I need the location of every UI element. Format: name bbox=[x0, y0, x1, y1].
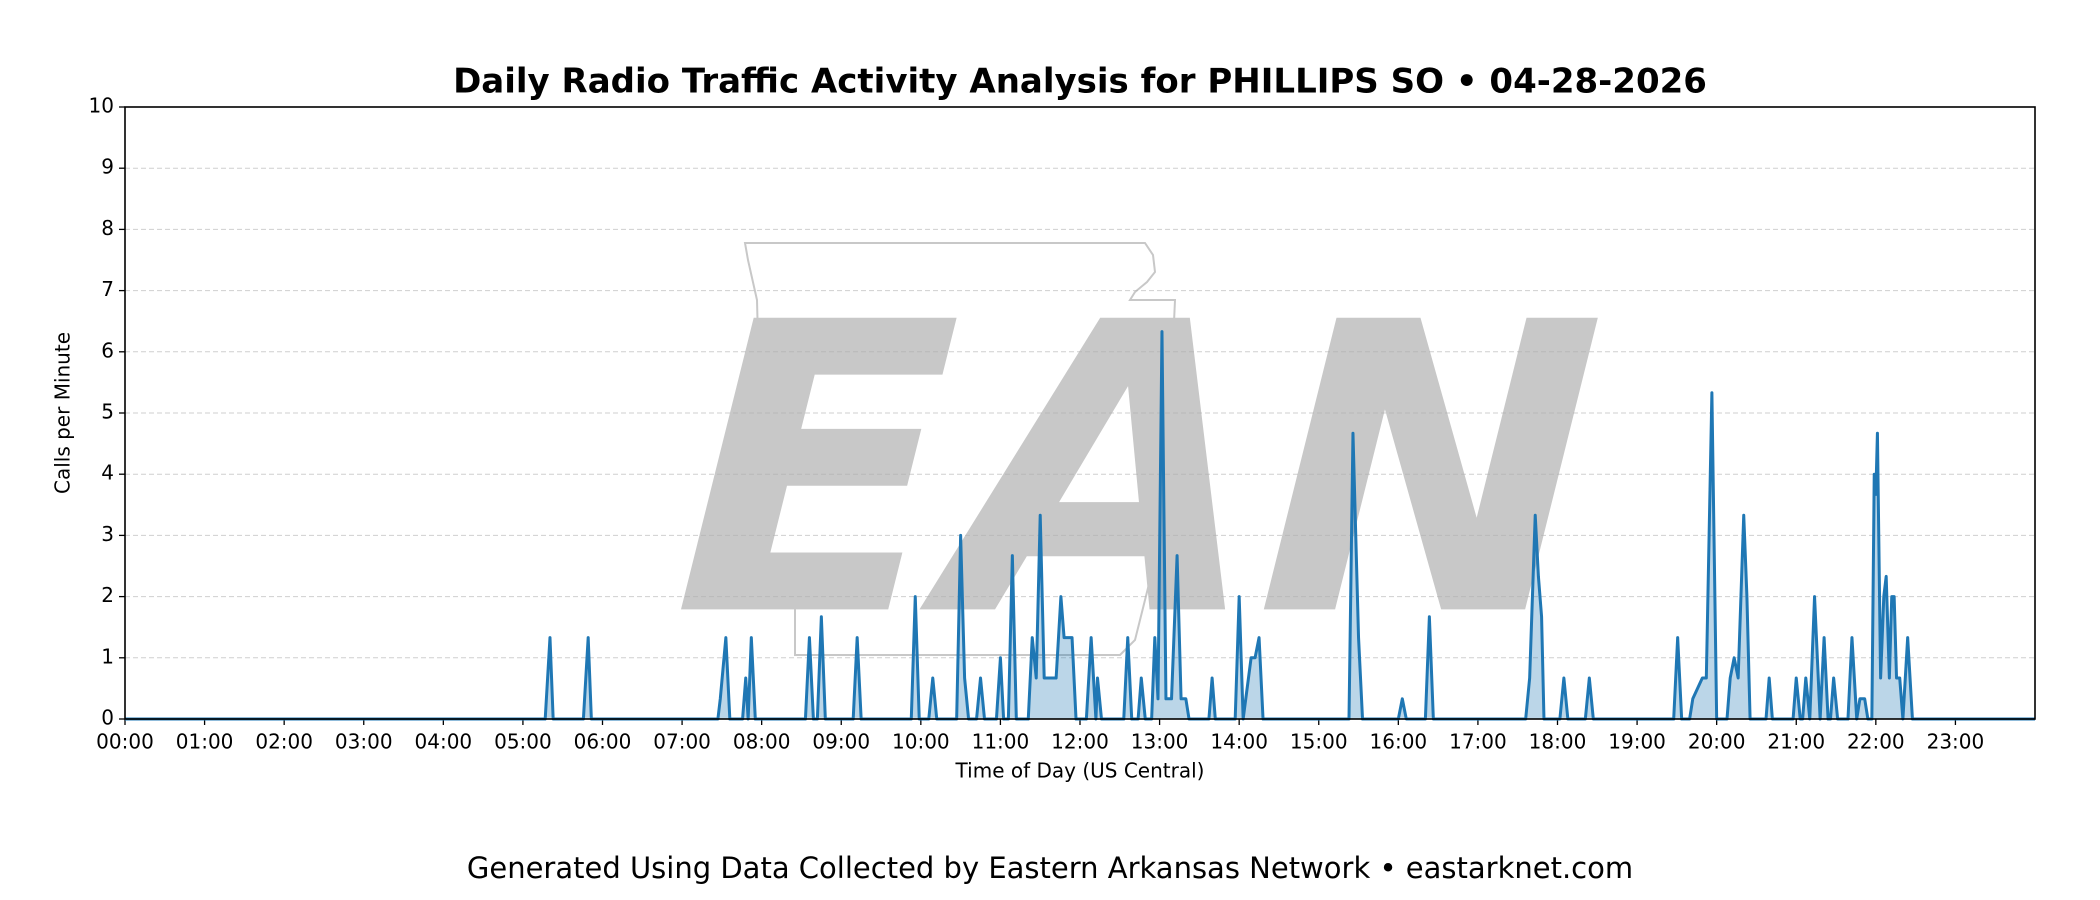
x-tick-label: 23:00 bbox=[1927, 730, 1985, 754]
y-tick-label: 6 bbox=[101, 338, 114, 362]
x-tick-label: 08:00 bbox=[733, 730, 791, 754]
y-tick-label: 9 bbox=[101, 155, 114, 179]
y-tick-label: 4 bbox=[101, 461, 114, 485]
chart-title: Daily Radio Traffic Activity Analysis fo… bbox=[453, 62, 1707, 102]
watermark-text: EAN bbox=[621, 238, 1655, 704]
state-outline bbox=[743, 242, 1177, 656]
x-tick-label: 12:00 bbox=[1051, 730, 1109, 754]
y-tick-label: 10 bbox=[89, 94, 114, 118]
x-tick-label: 14:00 bbox=[1210, 730, 1268, 754]
y-axis-label: Calls per Minute bbox=[51, 332, 75, 494]
y-tick-label: 5 bbox=[101, 400, 114, 424]
x-tick-label: 04:00 bbox=[415, 730, 473, 754]
footer: Generated Using Data Collected by Easter… bbox=[467, 851, 1633, 885]
y-tick-label: 3 bbox=[101, 522, 114, 546]
x-tick-label: 18:00 bbox=[1529, 730, 1587, 754]
x-tick-label: 19:00 bbox=[1608, 730, 1666, 754]
y-tick-label: 1 bbox=[101, 644, 114, 668]
x-tick-label: 06:00 bbox=[574, 730, 632, 754]
y-tick-label: 2 bbox=[101, 583, 114, 607]
plot-frame bbox=[124, 106, 2036, 720]
x-tick-label: 00:00 bbox=[96, 730, 154, 754]
x-tick-label: 03:00 bbox=[335, 730, 393, 754]
x-tick-label: 15:00 bbox=[1290, 730, 1348, 754]
y-tick-label: 0 bbox=[101, 706, 114, 730]
x-tick-label: 17:00 bbox=[1449, 730, 1507, 754]
y-tick-label: 8 bbox=[101, 216, 114, 240]
x-axis-label: Time of Day (US Central) bbox=[955, 759, 1205, 783]
x-tick-label: 01:00 bbox=[176, 730, 234, 754]
x-tick-label: 22:00 bbox=[1847, 730, 1905, 754]
x-tick-label: 10:00 bbox=[892, 730, 950, 754]
watermark: EAN bbox=[621, 238, 1655, 704]
x-tick-label: 16:00 bbox=[1370, 730, 1428, 754]
x-tick-label: 05:00 bbox=[494, 730, 552, 754]
x-tick-label: 13:00 bbox=[1131, 730, 1189, 754]
x-tick-label: 21:00 bbox=[1767, 730, 1825, 754]
x-tick-label: 20:00 bbox=[1688, 730, 1746, 754]
x-tick-label: 07:00 bbox=[653, 730, 711, 754]
x-tick-label: 09:00 bbox=[812, 730, 870, 754]
x-tick-label: 11:00 bbox=[972, 730, 1030, 754]
x-tick-label: 02:00 bbox=[255, 730, 313, 754]
y-tick-label: 7 bbox=[101, 277, 114, 301]
